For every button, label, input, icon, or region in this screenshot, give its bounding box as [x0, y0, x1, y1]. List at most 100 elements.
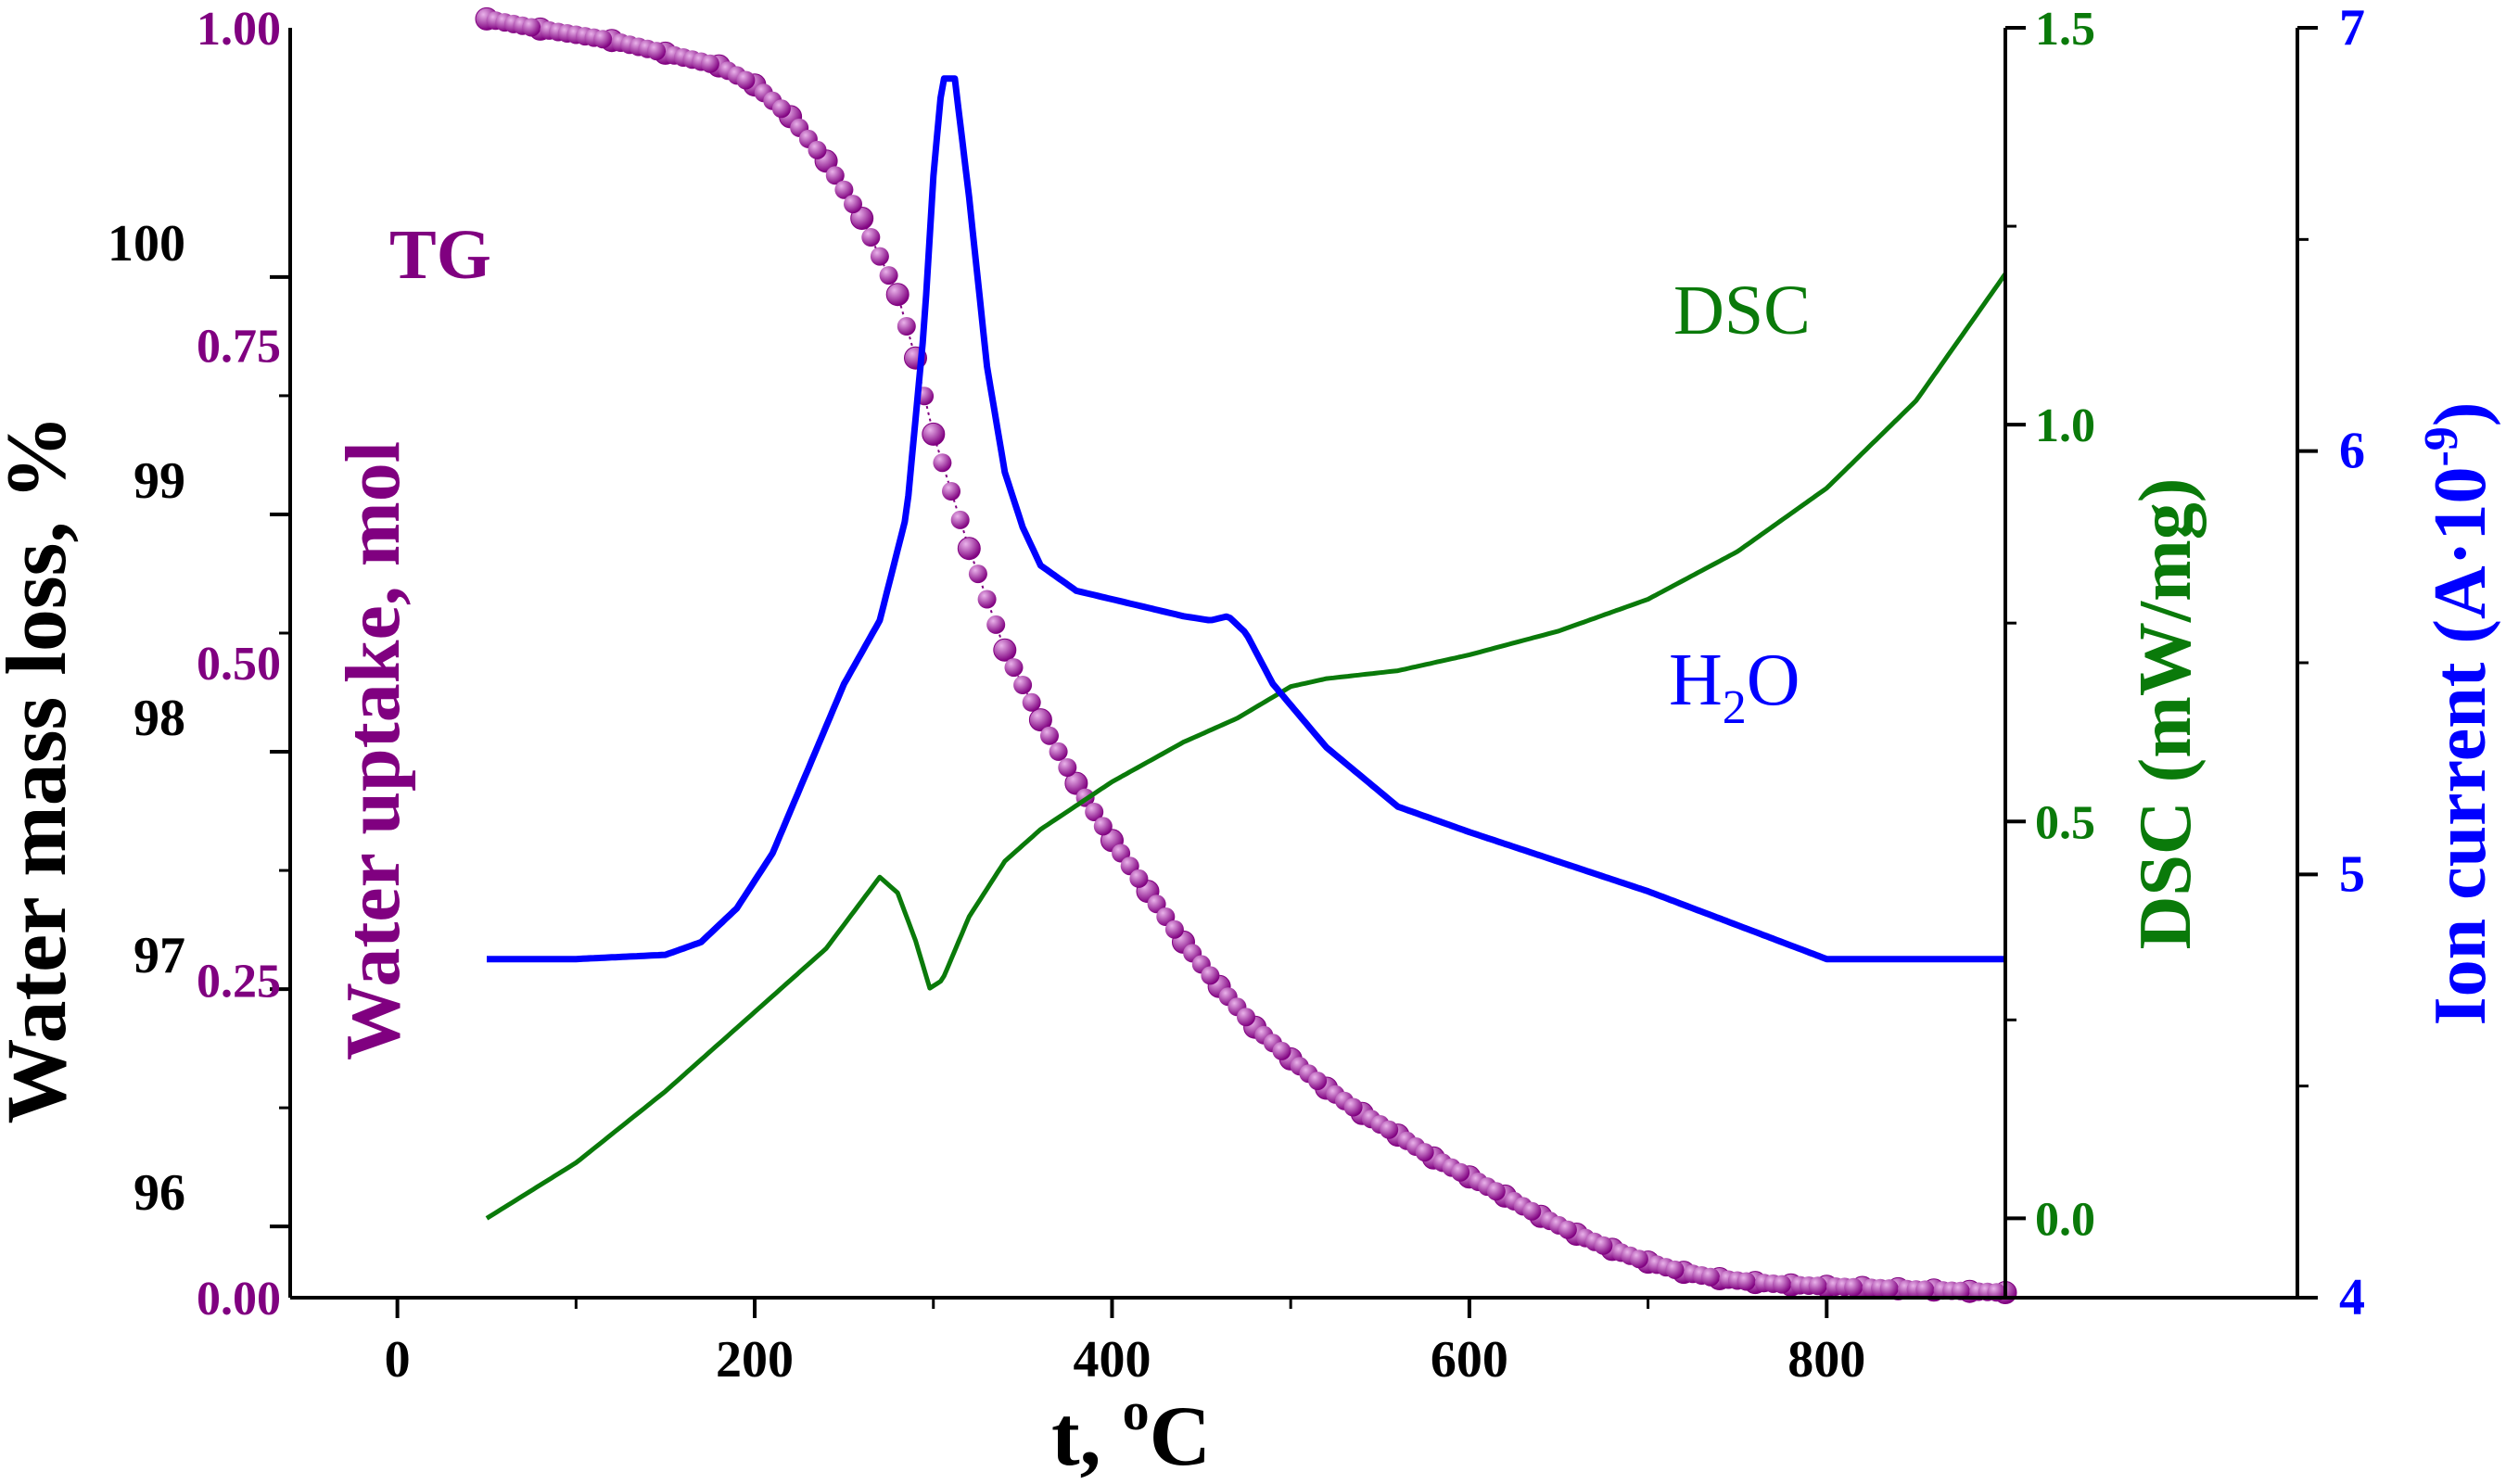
tg-marker [1049, 742, 1068, 761]
tg-marker [897, 317, 916, 336]
tg-marker [834, 180, 854, 199]
uptake-tick-label: 0.25 [197, 956, 281, 1008]
tg-marker [844, 195, 862, 214]
tg-marker [1951, 1281, 1970, 1300]
ion-tick-label: 6 [2339, 423, 2365, 480]
tg-marker [879, 266, 898, 285]
mass-tick-label: 97 [134, 927, 185, 984]
tg-point [922, 422, 946, 446]
x-axis-label: t, oC [1051, 1381, 1211, 1483]
ion-tick-label: 4 [2339, 1269, 2365, 1326]
tg-marker [522, 18, 541, 37]
tg-marker [1558, 1220, 1577, 1239]
tg-marker [1665, 1260, 1685, 1279]
tg-marker [1773, 1275, 1792, 1294]
mass-tick-label: 100 [108, 215, 185, 273]
ion-tick-label: 5 [2339, 845, 2365, 903]
dsc-tick-label: 0.0 [2035, 1193, 2095, 1246]
tg-marker [1915, 1280, 1935, 1300]
tg-marker [736, 70, 756, 90]
tg-marker [861, 228, 881, 247]
tg-marker [1879, 1279, 1899, 1299]
tg-marker [1085, 803, 1104, 821]
tg-marker [977, 590, 997, 609]
tg-marker [942, 482, 960, 501]
uptake-tick-label: 0.00 [197, 1273, 281, 1325]
dsc-annotation: DSC [1673, 272, 1811, 349]
tg-marker [1164, 920, 1184, 939]
x-axis-label-unit: C [1150, 1389, 1211, 1483]
tg-marker [1040, 726, 1059, 745]
tg-marker [1736, 1272, 1756, 1291]
tg-marker [771, 99, 791, 119]
uptake-tick-label: 0.75 [197, 321, 281, 374]
h2o-subscript: 2 [1723, 681, 1747, 734]
tg-point [850, 207, 874, 230]
ion-axis-label-main: Ion current (A·10 [2420, 467, 2501, 1026]
dsc-line [485, 272, 2008, 1221]
h2o-line [487, 75, 2005, 963]
tg-marker [933, 453, 952, 473]
tg-marker [825, 166, 845, 185]
tg-marker [1201, 966, 1220, 985]
tg-marker [593, 30, 613, 49]
tg-marker [1013, 676, 1033, 694]
tg-point [993, 638, 1017, 662]
x-tick-label: 600 [1431, 1331, 1508, 1389]
ion-axis-label: Ion current (A·10-9) [2415, 402, 2501, 1026]
x-axis-label-sup: o [1123, 1381, 1150, 1441]
tg-marker [986, 615, 1006, 634]
tg-marker [700, 54, 719, 73]
tg-marker [1004, 658, 1024, 678]
tg-marker [870, 247, 889, 266]
uptake-tick-label: 1.00 [197, 3, 281, 56]
dsc-axis-label: DSC (mW/mg) [2125, 478, 2207, 950]
ion-axis-label-sup: -9 [2415, 426, 2468, 466]
uptake-tick-label: 0.50 [197, 638, 281, 691]
tg-point [957, 537, 981, 561]
tg-marker [1237, 1008, 1255, 1027]
tg-marker [1022, 692, 1041, 712]
mass-tick-label: 98 [134, 690, 185, 747]
tg-marker [1629, 1249, 1648, 1269]
tg-marker [808, 140, 827, 159]
tg-marker [1272, 1041, 1291, 1060]
x-axis-label-main: t, [1051, 1389, 1123, 1483]
mass-tick-label: 99 [134, 452, 185, 510]
dsc-tick-label: 1.5 [2035, 3, 2095, 56]
ion-axis-label-end: ) [2420, 402, 2501, 427]
x-tick-label: 0 [385, 1331, 411, 1389]
tg-point [1028, 708, 1052, 732]
tg-marker [1844, 1277, 1864, 1297]
tg-marker [1308, 1072, 1328, 1091]
mass-tick-label: 96 [134, 1164, 185, 1222]
tg-marker [1522, 1201, 1542, 1221]
tg-marker [968, 564, 987, 584]
tg-point [1064, 771, 1088, 795]
h2o-annotation: H2O [1669, 640, 1800, 734]
mass-axis-label: Water mass loss, % [0, 415, 83, 1124]
x-tick-label: 800 [1787, 1331, 1865, 1389]
tg-marker [1808, 1276, 1827, 1296]
tg-marker [1486, 1182, 1506, 1201]
h2o-main: H [1669, 640, 1723, 721]
tg-marker [1451, 1162, 1470, 1182]
tg-marker [1343, 1097, 1363, 1117]
series-layer [475, 6, 2017, 1304]
tg-marker [1594, 1236, 1613, 1255]
tg-marker [647, 42, 667, 61]
ion-tick-label: 7 [2339, 0, 2365, 57]
tg-marker [1093, 817, 1113, 836]
axes-layer: 0 200 400 600 800 96 97 98 99 100 0.00 0.25 0.50 0.75… [108, 0, 2365, 1389]
x-tick-label: 400 [1073, 1331, 1151, 1389]
tg-marker [950, 510, 970, 529]
tg-marker [1380, 1120, 1399, 1139]
x-tick-label: 200 [716, 1331, 794, 1389]
uptake-axis-label: Water uptake, mol [330, 441, 416, 1060]
dsc-tick-label: 0.5 [2035, 796, 2095, 849]
tg-marker [1129, 869, 1149, 888]
tg-marker [1701, 1267, 1720, 1287]
dsc-tick-label: 1.0 [2035, 400, 2095, 452]
tg-marker [1415, 1143, 1434, 1162]
